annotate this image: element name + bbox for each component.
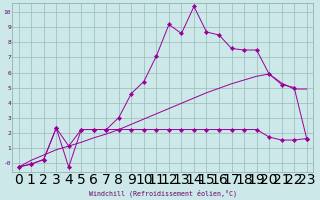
X-axis label: Windchill (Refroidissement éolien,°C): Windchill (Refroidissement éolien,°C) [89, 189, 237, 197]
